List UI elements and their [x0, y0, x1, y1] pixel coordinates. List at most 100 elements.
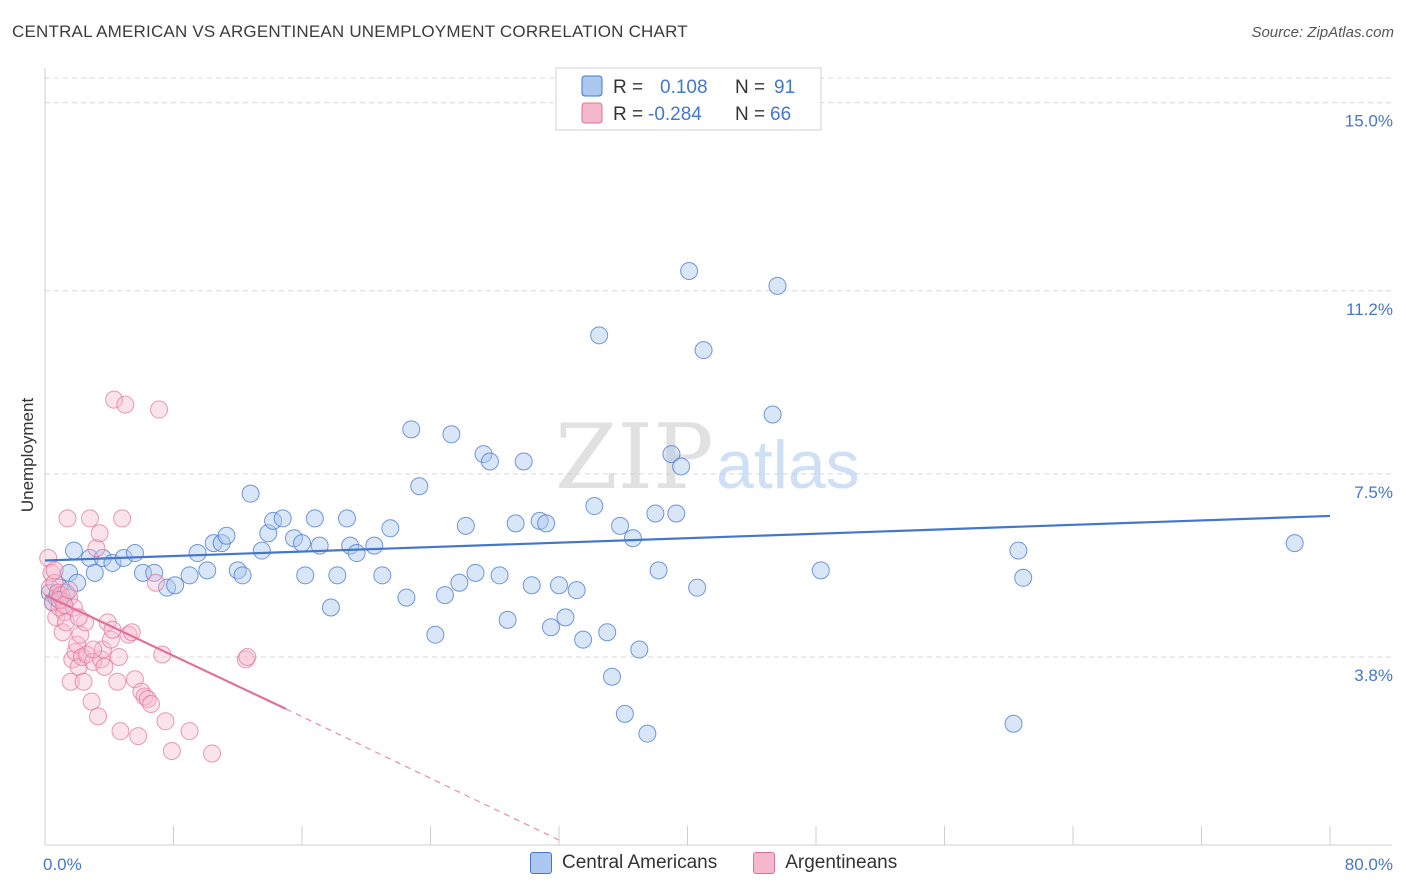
trend-line-central-americans [44, 514, 1331, 562]
point-central-american [410, 477, 429, 496]
point-central-american [763, 405, 782, 424]
point-central-american [402, 420, 421, 439]
point-central-american [198, 561, 217, 580]
point-central-american [166, 576, 185, 595]
point-central-american [347, 544, 366, 563]
point-central-american [490, 566, 509, 585]
y-tick-label: 15.0% [1345, 112, 1393, 131]
y-tick-label: 11.2% [1346, 300, 1393, 319]
point-central-american [321, 598, 340, 617]
bottom-legend-swatch-pink [753, 852, 776, 874]
tick-labels: 3.8% 7.5% 11.2% 15.0% 0.0% 80.0% [43, 112, 1393, 874]
point-central-american [574, 630, 593, 649]
bottom-legend-swatch-blue [530, 852, 552, 874]
point-central-american [188, 544, 207, 563]
point-argentinean [60, 581, 79, 600]
point-central-american [85, 563, 104, 582]
point-central-american [662, 445, 681, 464]
point-central-american [688, 578, 707, 597]
point-argentinean [135, 687, 154, 706]
point-argentinean [132, 682, 151, 701]
point-central-american [672, 457, 691, 476]
point-central-american [305, 509, 324, 528]
legend-n-label-1: N = [735, 77, 765, 98]
series-argentineans [39, 390, 257, 763]
point-central-american [337, 509, 356, 528]
point-central-american [506, 514, 525, 533]
point-central-american [667, 504, 686, 523]
point-central-american [649, 561, 668, 580]
bottom-legend-item-argentineans: Argentineans [753, 852, 897, 874]
point-central-american [1285, 534, 1304, 553]
point-argentinean [138, 690, 157, 709]
point-central-american [442, 425, 461, 444]
point-central-american [630, 640, 649, 659]
point-central-american [556, 608, 575, 627]
point-central-american [1004, 714, 1023, 733]
point-central-american [638, 724, 657, 743]
point-central-american [1009, 541, 1028, 560]
point-central-american [480, 452, 499, 471]
legend-r-label-1: R = [613, 77, 643, 98]
point-central-american [252, 541, 271, 560]
point-argentinean [146, 573, 165, 592]
point-central-american [611, 516, 630, 535]
point-central-american [514, 452, 533, 471]
point-argentinean [113, 509, 132, 528]
legend-n-label-2: N = [735, 104, 765, 125]
point-argentinean [116, 395, 135, 414]
point-argentinean [129, 727, 148, 746]
point-argentinean [156, 712, 175, 731]
point-argentinean [45, 561, 64, 580]
point-central-american [694, 341, 713, 360]
point-argentinean [82, 692, 101, 711]
point-argentinean [150, 400, 169, 419]
point-argentinean [203, 744, 222, 763]
point-central-american [680, 261, 699, 280]
point-central-american [537, 514, 556, 533]
point-central-american [541, 618, 560, 637]
point-central-american [567, 581, 586, 600]
point-central-american [125, 544, 144, 563]
point-argentinean [90, 524, 109, 543]
y-tick-label: 7.5% [1354, 483, 1393, 502]
point-central-american [498, 610, 517, 629]
bottom-legend-item-central-americans: Central Americans [530, 852, 717, 874]
point-argentinean [105, 390, 124, 409]
x-tick-label-min: 0.0% [43, 855, 82, 874]
point-central-american [365, 536, 384, 555]
point-central-american [550, 576, 568, 595]
point-central-american [598, 623, 617, 642]
point-central-american [585, 497, 604, 516]
point-argentinean [74, 672, 93, 691]
point-argentinean [238, 647, 257, 666]
point-central-american [466, 563, 485, 582]
point-central-american [1014, 568, 1033, 587]
point-argentinean [111, 722, 130, 741]
chart-title: CENTRAL AMERICAN VS ARGENTINEAN UNEMPLOY… [12, 22, 688, 41]
point-central-american [241, 484, 260, 503]
point-central-american [435, 586, 454, 605]
point-central-american [474, 445, 493, 464]
point-central-american [811, 561, 830, 580]
point-argentinean [84, 640, 103, 659]
point-central-american [273, 509, 292, 528]
point-argentinean [58, 509, 77, 528]
legend-r-label-2: R = [613, 104, 643, 125]
point-argentinean [61, 672, 80, 691]
bottom-legend: Central Americans Argentineans [530, 852, 923, 874]
legend: R = 0.108 N = 91 R = -0.284 N = 66 [555, 67, 822, 131]
point-argentinean [180, 722, 199, 741]
point-argentinean [142, 694, 161, 713]
point-central-american [397, 588, 416, 607]
watermark-atlas: atlas [716, 427, 860, 503]
watermark: ZIP atlas [555, 405, 860, 510]
legend-r-value-1: 0.108 [660, 77, 708, 98]
point-argentinean [108, 672, 127, 691]
point-argentinean [87, 539, 106, 558]
point-central-american [293, 534, 311, 553]
watermark-zip: ZIP [555, 405, 714, 510]
axes [44, 68, 1392, 846]
point-argentinean [162, 741, 181, 760]
